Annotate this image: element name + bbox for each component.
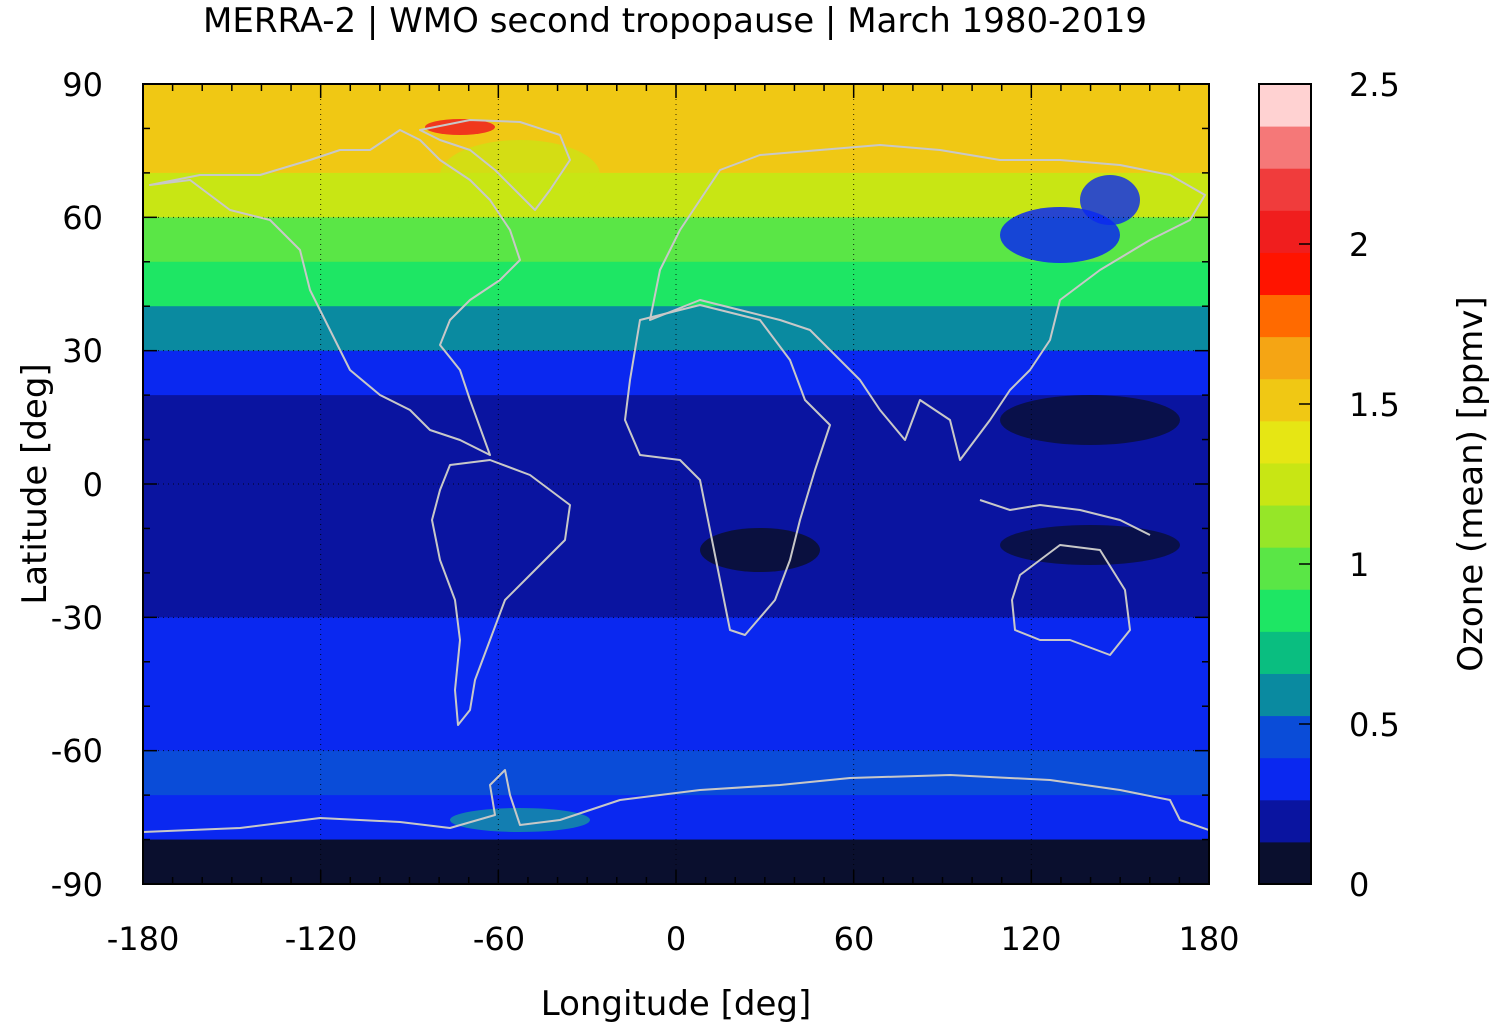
colorbar-swatch xyxy=(1259,799,1311,843)
north-america-coast xyxy=(149,129,521,456)
y-tick-label: 30 xyxy=(62,332,103,370)
colorbar-swatch xyxy=(1259,378,1311,422)
colorbar-swatch xyxy=(1259,631,1311,674)
map-plot-area xyxy=(143,84,1209,884)
ozone-band xyxy=(143,572,1209,618)
x-tick-label: -60 xyxy=(473,920,525,958)
y-tick-label: 90 xyxy=(62,66,103,104)
colorbar-tick-label: 2 xyxy=(1349,226,1369,264)
colorbar-swatch xyxy=(1259,757,1311,801)
ozone-band xyxy=(143,439,1209,485)
x-tick-label: 180 xyxy=(1178,920,1239,958)
antarctic-peninsula-green-patch xyxy=(450,808,590,832)
colorbar-tick-label: 1 xyxy=(1349,546,1369,584)
ozone-band xyxy=(143,350,1209,396)
y-tick-label: 60 xyxy=(62,199,103,237)
figure-title: MERRA-2 | WMO second tropopause | March … xyxy=(203,1,1147,41)
siberia-low-ozone-patch-2 xyxy=(1080,175,1140,225)
colorbar-tick-label: 0 xyxy=(1349,866,1369,904)
ozone-band xyxy=(143,706,1209,752)
y-tick-label: -60 xyxy=(51,732,103,770)
colorbar-swatch xyxy=(1259,168,1311,211)
colorbar-tick-marks xyxy=(1299,83,1311,885)
indonesia-coast xyxy=(979,499,1151,536)
y-tick-labels: 90 60 30 0 -30 -60 -90 xyxy=(51,66,103,904)
x-tick-label: -120 xyxy=(285,920,358,958)
south-pacific-low-patch xyxy=(1000,525,1180,565)
colorbar-swatch xyxy=(1259,505,1311,548)
x-tick-label: 0 xyxy=(666,920,686,958)
ozone-band xyxy=(143,306,1209,352)
ozone-band xyxy=(143,128,1209,174)
map-gridlines xyxy=(143,84,1209,884)
x-tick-label: -180 xyxy=(107,920,180,958)
colorbar-swatch xyxy=(1259,84,1311,127)
coastlines xyxy=(143,119,1209,833)
colorbar-swatch xyxy=(1259,252,1311,296)
siberia-low-ozone-patch xyxy=(1000,207,1120,263)
ozone-band xyxy=(143,172,1209,218)
colorbar-tick-label: 1.5 xyxy=(1349,386,1400,424)
colorbar-label: Ozone (mean) [ppmv] xyxy=(1451,296,1491,671)
x-tick-labels: -180 -120 -60 0 60 120 180 xyxy=(107,920,1240,958)
south-america-coast xyxy=(431,459,571,726)
colorbar-swatch xyxy=(1259,841,1311,885)
ozone-band xyxy=(143,750,1209,796)
ozone-band xyxy=(143,795,1209,841)
x-axis-label: Longitude [deg] xyxy=(541,984,812,1024)
antarctica-coast xyxy=(143,769,1209,833)
greenland-high-ozone-patch xyxy=(425,119,495,135)
africa-coast xyxy=(624,304,831,636)
y-tick-label: -30 xyxy=(51,599,103,637)
colorbar-frame xyxy=(1258,83,1312,885)
colorbar-tick-labels: 2.5 2 1.5 1 0.5 0 xyxy=(1349,66,1400,904)
y-tick-label: -90 xyxy=(51,866,103,904)
colorbar-swatch xyxy=(1259,126,1311,169)
colorbar-swatch xyxy=(1259,420,1311,464)
x-tick-label: 120 xyxy=(1000,920,1061,958)
colorbar-swatch xyxy=(1259,462,1311,506)
colorbar xyxy=(1259,84,1311,885)
west-pacific-low-patch xyxy=(1000,395,1180,445)
eurasia-coast xyxy=(649,144,1206,461)
colorbar-tick-label: 0.5 xyxy=(1349,706,1400,744)
colorbar-swatch xyxy=(1259,294,1311,338)
colorbar-swatch xyxy=(1259,547,1311,590)
greenland-coast xyxy=(419,119,571,211)
colorbar-swatch xyxy=(1259,210,1311,253)
x-tick-label: 60 xyxy=(834,920,875,958)
y-axis-label: Latitude [deg] xyxy=(15,363,55,604)
colorbar-tick-label: 2.5 xyxy=(1349,66,1400,104)
map-tick-marks xyxy=(142,83,1210,885)
colorbar-swatch xyxy=(1259,673,1311,717)
colorbar-swatch xyxy=(1259,715,1311,759)
y-tick-label: 0 xyxy=(83,466,103,504)
colorbar-swatch xyxy=(1259,336,1311,380)
colorbar-swatch xyxy=(1259,589,1311,632)
australia-coast xyxy=(1011,544,1131,656)
